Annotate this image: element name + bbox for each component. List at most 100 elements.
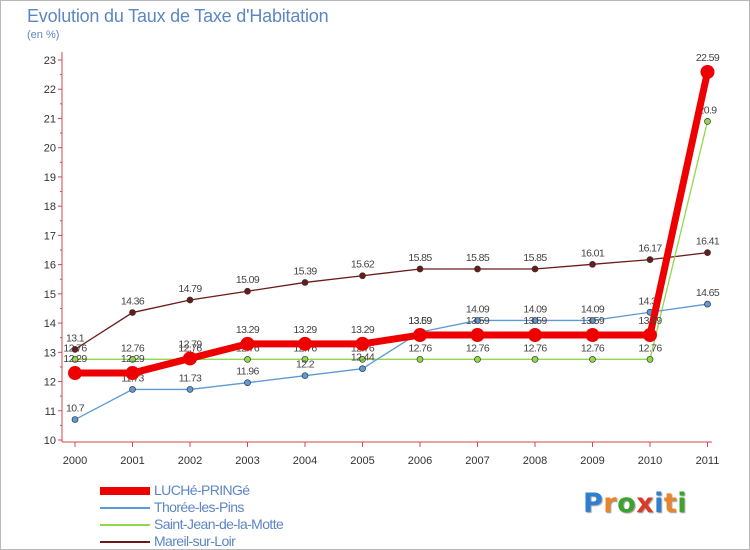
data-label: 12.76 [466,342,490,354]
data-point [416,265,424,273]
data-point [416,355,424,363]
data-point [359,272,366,280]
data-label: 14.65 [696,287,720,299]
data-label: 14.79 [178,283,202,295]
data-point [528,328,542,343]
data-point [301,279,309,286]
data-point [474,355,481,363]
data-point [646,355,654,363]
data-point [129,386,136,393]
legend-label: Thorée-les-Pins [154,499,244,515]
legend-swatch [100,507,150,509]
x-tick-label: 2010 [638,455,662,467]
x-tick-label: 2001 [120,455,144,467]
data-point [186,386,194,393]
data-label: 13.59 [523,315,547,327]
data-label: 13.29 [351,324,375,336]
y-tick-label: 14 [44,318,56,330]
logo-letter: x [636,488,655,519]
data-point [589,260,596,268]
y-tick-label: 19 [44,172,56,184]
logo-letter: o [617,488,637,519]
proxiti-logo: Proxiti [583,488,687,519]
legend-item-thoree-les-pins[interactable]: Thorée-les-Pins [100,499,400,516]
data-point [474,265,481,273]
data-point [643,328,657,343]
data-label: 13.59 [638,315,662,327]
data-label: 15.85 [408,252,432,264]
data-label: 12.29 [121,353,145,365]
data-point [301,355,309,363]
legend-label: Mareil-sur-Loir [154,533,236,549]
x-tick-label: 2003 [235,455,259,467]
data-point [129,309,136,316]
chart-title: Evolution du Taux de Taxe d'Habitation [27,6,329,26]
legend-swatch [100,541,150,543]
data-label: 11.96 [236,366,259,378]
data-point [359,355,366,363]
data-point [71,355,79,363]
data-point [589,317,596,324]
y-tick-label: 13 [44,347,56,359]
y-tick-label: 22 [44,84,56,96]
data-label: 14.09 [581,303,605,315]
data-point [244,287,251,295]
data-label: 12.29 [63,353,87,365]
data-point [240,336,255,351]
data-point [186,296,194,304]
data-label: 13.59 [408,315,432,327]
data-label: 12.2 [296,359,315,371]
data-label: 15.62 [351,259,375,271]
data-point [359,365,366,373]
data-label: 13.1 [66,332,85,344]
legend-label: LUCHé-PRINGé [154,482,250,498]
data-point [244,379,251,387]
chart-subtitle: (en %) [27,29,60,41]
data-label: 13.29 [293,324,317,336]
data-point [704,300,711,308]
data-point [470,328,485,343]
data-point [646,256,654,263]
data-label: 12.79 [178,338,202,350]
data-label: 12.44 [351,352,375,364]
data-label: 12.76 [638,342,662,354]
legend-item-luche-pringe[interactable]: LUCHé-PRINGé [100,482,400,499]
data-point [71,346,79,353]
y-tick-label: 18 [44,201,56,213]
y-tick-label: 21 [44,113,56,125]
data-label: 15.39 [293,265,317,277]
data-point [129,355,136,363]
data-label: 12.76 [523,342,547,354]
data-point [125,366,140,381]
data-label: 10.7 [66,403,85,415]
x-tick-label: 2004 [293,455,317,467]
x-tick-label: 2007 [465,455,489,467]
x-tick-label: 2002 [178,455,202,467]
data-point [585,328,600,343]
data-label: 13.59 [466,315,490,327]
data-point [531,355,539,363]
data-label: 22.59 [696,52,720,64]
legend-swatch [100,524,150,526]
data-label: 16.01 [581,247,605,259]
data-label: 15.85 [523,252,547,264]
data-point [183,351,197,366]
data-label: 16.41 [696,236,720,248]
data-label: 13.29 [236,324,260,336]
data-point [700,64,715,79]
series-line [71,68,711,377]
series-line [74,251,709,351]
data-point [531,317,539,324]
x-tick-label: 2005 [350,455,374,467]
y-tick-label: 23 [44,55,56,67]
logo-letter: t [663,488,678,519]
data-point [474,317,481,324]
data-point [355,336,370,351]
data-point [301,372,309,380]
legend-item-mareil-sur-loir[interactable]: Mareil-sur-Loir [100,533,400,550]
logo-letter: r [603,488,618,519]
legend-item-saint-jean-de-la-motte[interactable]: Saint-Jean-de-la-Motte [100,516,400,533]
legend-label: Saint-Jean-de-la-Motte [154,516,284,532]
